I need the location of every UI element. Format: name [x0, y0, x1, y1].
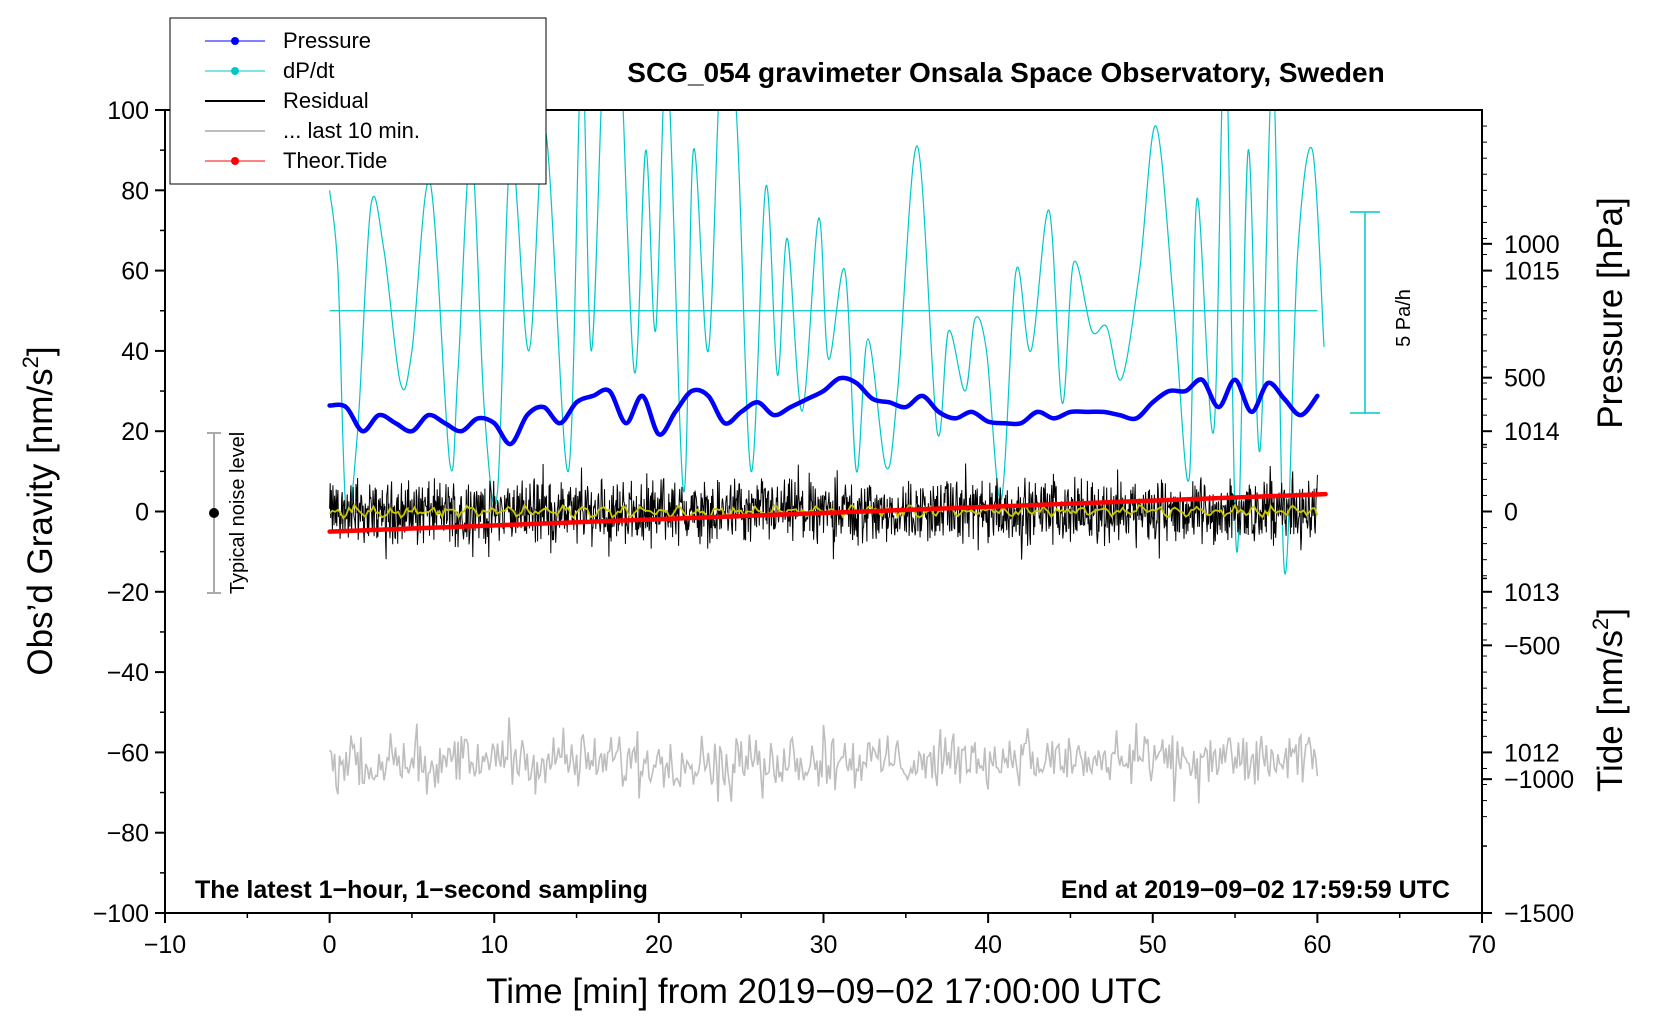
y-axis-label-gravity: Obs’d Gravity [nm/s2] [18, 346, 60, 675]
gravity-tick-label: −60 [107, 739, 149, 767]
legend-box [169, 17, 547, 185]
x-tick-label: 20 [645, 931, 673, 959]
legend-entry-pressure: Pressure [205, 28, 371, 53]
tide-tick-label: 1000 [1504, 231, 1560, 259]
x-tick-label: 10 [480, 931, 508, 959]
legend-label-dpdt: dP/dt [283, 58, 334, 83]
y-axis-label-pressure: Pressure [hPa] [1591, 197, 1630, 429]
legend-entry-residual: Residual [205, 88, 369, 113]
last-10-min-line [329, 717, 1319, 804]
dpdt-line [329, 110, 1325, 575]
gravity-tick-label: −80 [107, 820, 149, 848]
gravity-tick-label: −40 [107, 659, 149, 687]
x-tick-label: 50 [1139, 931, 1167, 959]
tide-tick-label: −1500 [1504, 900, 1574, 928]
legend-entry-last10: ... last 10 min. [205, 118, 420, 143]
x-tick-label: 60 [1303, 931, 1331, 959]
x-tick-label: 40 [974, 931, 1002, 959]
tide-tick-label: −500 [1504, 632, 1560, 660]
gravity-label-end: ] [21, 346, 60, 356]
legend: Pressure dP/dt Residual ... last 10 min.… [169, 17, 547, 185]
gravity-tick-label: −20 [107, 579, 149, 607]
tide-label-main: Tide [nm/s [1591, 630, 1630, 792]
bottom-left-note: The latest 1−hour, 1−second sampling [195, 876, 648, 904]
legend-label-tide: Theor.Tide [283, 148, 387, 173]
pressure-tick-label: 1014 [1504, 418, 1560, 446]
axes-layer: −10 0 10 20 30 40 50 60 70−100−80−60−40−20020406… [93, 97, 1575, 959]
x-tick-label: −10 [144, 931, 186, 959]
gravity-label-main: Obs’d Gravity [nm/s [21, 368, 60, 675]
tide-line [327, 491, 1328, 534]
gravity-tick-label: 80 [121, 177, 149, 205]
pressure-line [327, 375, 1320, 447]
tide-tick-label: 500 [1504, 365, 1546, 393]
gravity-tick-label: 20 [121, 418, 149, 446]
legend-entry-dpdt: dP/dt [205, 58, 334, 83]
legend-label-residual: Residual [283, 88, 369, 113]
noise-level-dot [209, 508, 219, 518]
gravity-tick-label: 100 [107, 97, 149, 125]
y-axis-label-tide: Tide [nm/s2] [1588, 608, 1630, 792]
gravity-tick-label: 40 [121, 338, 149, 366]
scale-bar-label: 5 Pa/h [1393, 289, 1415, 347]
dpdt-scale-bar [1350, 211, 1380, 414]
series-layer [327, 110, 1328, 804]
legend-label-last10: ... last 10 min. [283, 118, 420, 143]
legend-entry-tide: Theor.Tide [205, 148, 387, 173]
tide-tick-label: −1000 [1504, 766, 1574, 794]
gravity-label-sup: 2 [18, 356, 43, 368]
pressure-tick-label: 1013 [1504, 579, 1560, 607]
x-tick-label: 0 [323, 931, 337, 959]
gravity-tick-label: 0 [135, 499, 149, 527]
tide-label-sup: 2 [1588, 618, 1613, 630]
bottom-right-note: End at 2019−09−02 17:59:59 UTC [1061, 876, 1450, 904]
chart-title: SCG_054 gravimeter Onsala Space Observat… [627, 57, 1384, 88]
plot-series-group [327, 110, 1328, 804]
tide-tick-label: 0 [1504, 499, 1518, 527]
x-tick-label: 70 [1468, 931, 1496, 959]
tide-label-end: ] [1591, 608, 1630, 618]
x-axis-label: Time [min] from 2019−09−02 17:00:00 UTC [486, 972, 1162, 1011]
noise-label: Typical noise level [227, 432, 249, 594]
pressure-tick-label: 1012 [1504, 739, 1560, 767]
legend-label-pressure: Pressure [283, 28, 371, 53]
residual-line [329, 463, 1318, 560]
gravity-tick-label: −100 [93, 900, 149, 928]
gravity-tick-label: 60 [121, 258, 149, 286]
x-tick-label: 30 [810, 931, 838, 959]
pressure-tick-label: 1015 [1504, 258, 1560, 286]
